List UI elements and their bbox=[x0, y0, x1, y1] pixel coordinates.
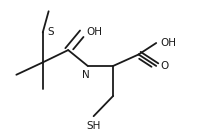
Text: OH: OH bbox=[87, 27, 103, 37]
Text: SH: SH bbox=[86, 121, 101, 131]
Text: OH: OH bbox=[160, 38, 176, 48]
Text: N: N bbox=[82, 70, 90, 80]
Text: O: O bbox=[160, 61, 168, 71]
Text: S: S bbox=[48, 27, 54, 37]
